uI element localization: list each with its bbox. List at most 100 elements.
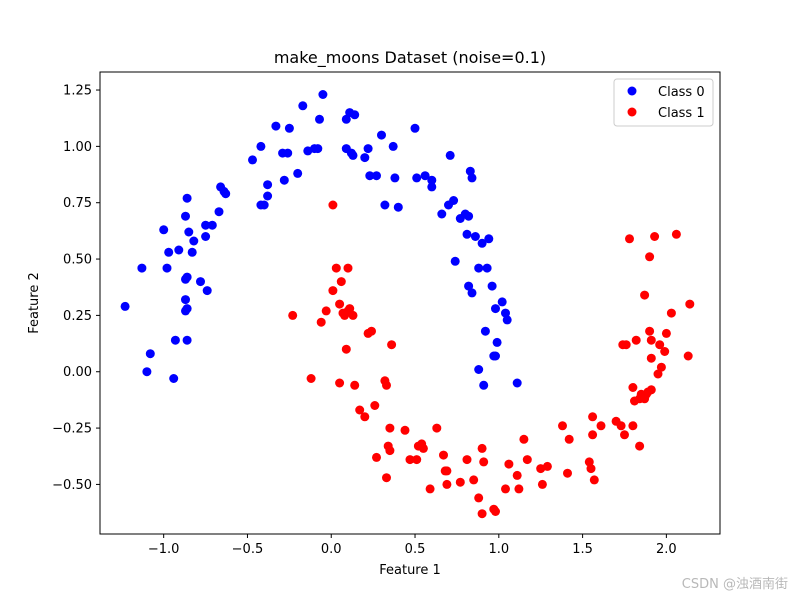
point-class-1-100: [683, 351, 693, 361]
point-class-1-41: [442, 466, 452, 476]
point-class-1-53: [504, 459, 514, 469]
point-class-0-92: [492, 337, 502, 347]
point-class-1-2: [316, 317, 326, 327]
y-tick-label: 1.00: [63, 140, 92, 155]
point-class-0-87: [484, 234, 494, 244]
point-class-1-22: [370, 401, 380, 410]
point-class-0-40: [279, 175, 289, 185]
point-class-1-30: [382, 473, 391, 483]
point-class-0-4: [164, 247, 174, 257]
point-class-0-48: [341, 114, 351, 124]
point-class-1-11: [343, 263, 353, 273]
y-tick-label: 0.50: [63, 253, 92, 268]
point-class-0-89: [491, 351, 500, 361]
point-class-0-95: [502, 315, 512, 325]
point-class-0-24: [202, 286, 212, 296]
point-class-1-76: [628, 383, 638, 392]
point-class-1-93: [653, 369, 663, 379]
point-class-1-8: [336, 277, 346, 287]
legend-marker-class-1: [627, 107, 637, 117]
point-class-0-62: [393, 202, 403, 212]
point-class-0-0: [120, 301, 130, 311]
point-class-0-96: [512, 378, 522, 388]
point-class-0-23: [201, 232, 211, 241]
x-tick-label: −0.5: [232, 542, 264, 557]
point-class-1-19: [360, 412, 370, 422]
point-class-0-54: [360, 153, 370, 163]
point-class-1-44: [462, 455, 472, 465]
point-class-0-81: [470, 232, 480, 241]
point-class-1-25: [382, 380, 391, 390]
point-class-1-28: [385, 423, 395, 433]
point-class-0-2: [145, 349, 155, 359]
point-class-1-46: [474, 493, 484, 503]
x-tick-label: 1.5: [572, 542, 593, 557]
y-tick-label: −0.25: [52, 422, 92, 437]
point-class-1-15: [341, 344, 351, 354]
point-class-1-87: [645, 252, 655, 262]
x-tick-label: 1.0: [488, 542, 509, 557]
point-class-0-91: [491, 304, 500, 314]
point-class-0-39: [283, 148, 293, 158]
point-class-1-75: [625, 234, 634, 244]
point-class-0-66: [427, 175, 437, 185]
point-class-0-35: [263, 180, 273, 190]
point-class-1-60: [542, 461, 552, 471]
point-class-0-6: [159, 225, 169, 235]
x-tick-label: 0.5: [405, 542, 426, 557]
point-class-1-43: [455, 477, 465, 487]
point-class-1-98: [666, 308, 676, 318]
point-class-0-61: [390, 173, 400, 183]
x-axis: −1.0 −0.5 0.0 0.5 1.0 1.5 2.0: [148, 534, 677, 557]
point-class-1-84: [640, 290, 650, 300]
point-class-1-67: [588, 430, 598, 440]
point-class-0-34: [263, 191, 273, 201]
point-class-1-94: [655, 340, 665, 350]
point-class-1-14: [348, 310, 358, 320]
x-tick-label: 0.0: [321, 542, 342, 557]
point-class-0-46: [315, 114, 324, 124]
x-axis-label: Feature 1: [379, 563, 441, 578]
point-class-0-68: [437, 209, 447, 219]
point-class-0-71: [449, 196, 459, 205]
point-class-0-19: [181, 306, 190, 316]
point-class-0-47: [318, 90, 328, 99]
point-class-1-16: [335, 378, 345, 388]
point-class-1-38: [432, 423, 442, 433]
point-class-0-86: [480, 326, 490, 336]
point-class-0-3: [142, 367, 152, 377]
point-class-1-88: [645, 326, 655, 336]
legend-box: [613, 78, 714, 127]
point-class-1-52: [501, 484, 510, 494]
point-class-1-13: [345, 304, 355, 314]
points-layer: [120, 90, 695, 519]
point-class-1-61: [558, 421, 567, 431]
point-class-1-4: [328, 200, 338, 210]
y-tick-label: 0.75: [63, 196, 92, 211]
point-class-1-89: [646, 335, 656, 345]
point-class-1-6: [331, 263, 341, 273]
legend: Class 0 Class 1: [613, 78, 714, 127]
point-class-0-56: [365, 171, 375, 181]
point-class-1-27: [385, 446, 395, 456]
point-class-0-55: [363, 144, 373, 154]
x-tick-label: 2.0: [656, 542, 677, 557]
point-class-0-30: [248, 155, 257, 165]
point-class-1-57: [522, 455, 532, 465]
point-class-0-82: [474, 263, 484, 273]
y-tick-label: 0.25: [63, 309, 92, 324]
point-class-0-83: [477, 238, 487, 248]
point-class-1-92: [650, 232, 660, 241]
point-class-0-26: [214, 207, 224, 217]
point-class-1-63: [564, 434, 574, 444]
legend-marker-class-0: [627, 86, 637, 96]
point-class-0-67: [427, 182, 437, 192]
point-class-0-20: [182, 335, 192, 345]
point-class-1-59: [537, 479, 547, 489]
point-class-1-62: [563, 468, 572, 478]
point-class-0-97: [474, 365, 484, 374]
point-class-0-11: [181, 211, 190, 221]
point-class-1-32: [405, 455, 415, 465]
point-class-0-15: [189, 236, 199, 246]
